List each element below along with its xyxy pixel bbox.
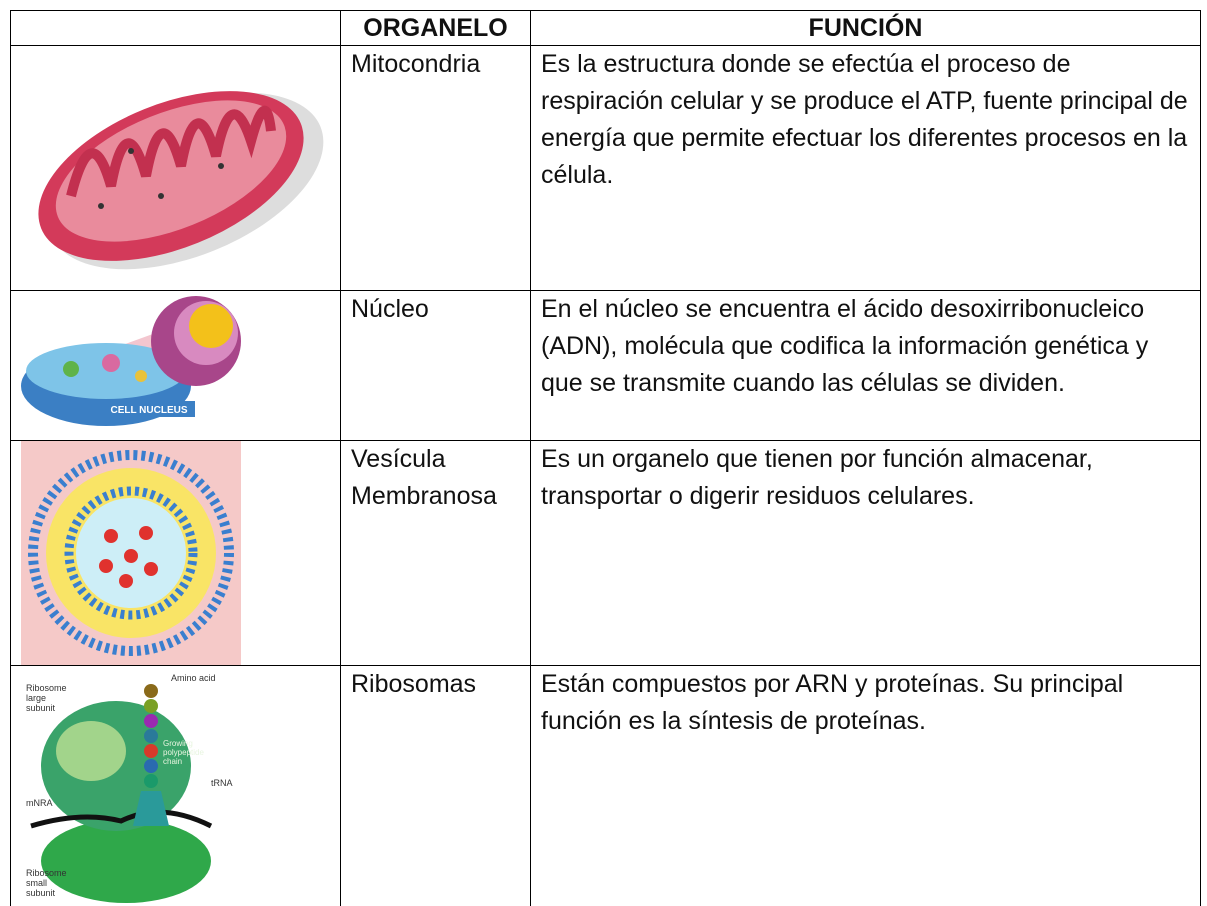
- nucleus-image: CELL NUCLEUS: [21, 296, 241, 426]
- image-label: Ribosome: [26, 683, 67, 693]
- header-row: ORGANELO FUNCIÓN: [10, 10, 1201, 46]
- image-label: Growing: [163, 739, 193, 748]
- organelle-name: Vesícula Membranosa: [340, 440, 531, 666]
- header-cell: ORGANELO: [340, 10, 531, 46]
- image-label: large: [26, 693, 46, 703]
- image-cell: [10, 440, 341, 666]
- ribosome-image: Amino acid Ribosome large subunit Growin…: [26, 673, 233, 904]
- image-label: subunit: [26, 888, 56, 898]
- organelle-name: Ribosomas: [340, 665, 531, 906]
- row: CELL NUCLEUS Núcleo En el núcleo se encu…: [10, 290, 1201, 441]
- image-label: small: [26, 878, 47, 888]
- image-cell: [10, 45, 341, 291]
- organelle-function: Es un organelo que tienen por función al…: [530, 440, 1201, 666]
- image-label: Amino acid: [171, 673, 216, 683]
- organelle-name: Mitocondria: [340, 45, 531, 291]
- row: Amino acid Ribosome large subunit Growin…: [10, 665, 1201, 906]
- image-label: chain: [163, 757, 182, 766]
- image-cell: Amino acid Ribosome large subunit Growin…: [10, 665, 341, 906]
- image-label: mNRA: [26, 798, 53, 808]
- row: Mitocondria Es la estructura donde se ef…: [10, 45, 1201, 291]
- image-label: CELL NUCLEUS: [110, 405, 187, 416]
- organelle-function: Es la estructura donde se efectúa el pro…: [530, 45, 1201, 291]
- row: Vesícula Membranosa Es un organelo que t…: [10, 440, 1201, 666]
- image-label: polypeptide: [163, 748, 204, 757]
- mitochondria-image: [38, 91, 324, 270]
- image-cell: CELL NUCLEUS: [10, 290, 341, 441]
- organelle-function: Están compuestos por ARN y proteínas. Su…: [530, 665, 1201, 906]
- image-label: subunit: [26, 703, 56, 713]
- vesicle-image: [21, 441, 241, 665]
- image-label: Ribosome: [26, 868, 67, 878]
- organelle-function: En el núcleo se encuentra el ácido desox…: [530, 290, 1201, 441]
- organelle-name: Núcleo: [340, 290, 531, 441]
- header-cell: FUNCIÓN: [530, 10, 1201, 46]
- image-label: tRNA: [211, 778, 233, 788]
- organelle-table: ORGANELO FUNCIÓN Mitocondria Es la estru…: [10, 10, 1201, 906]
- header-empty: [10, 10, 341, 46]
